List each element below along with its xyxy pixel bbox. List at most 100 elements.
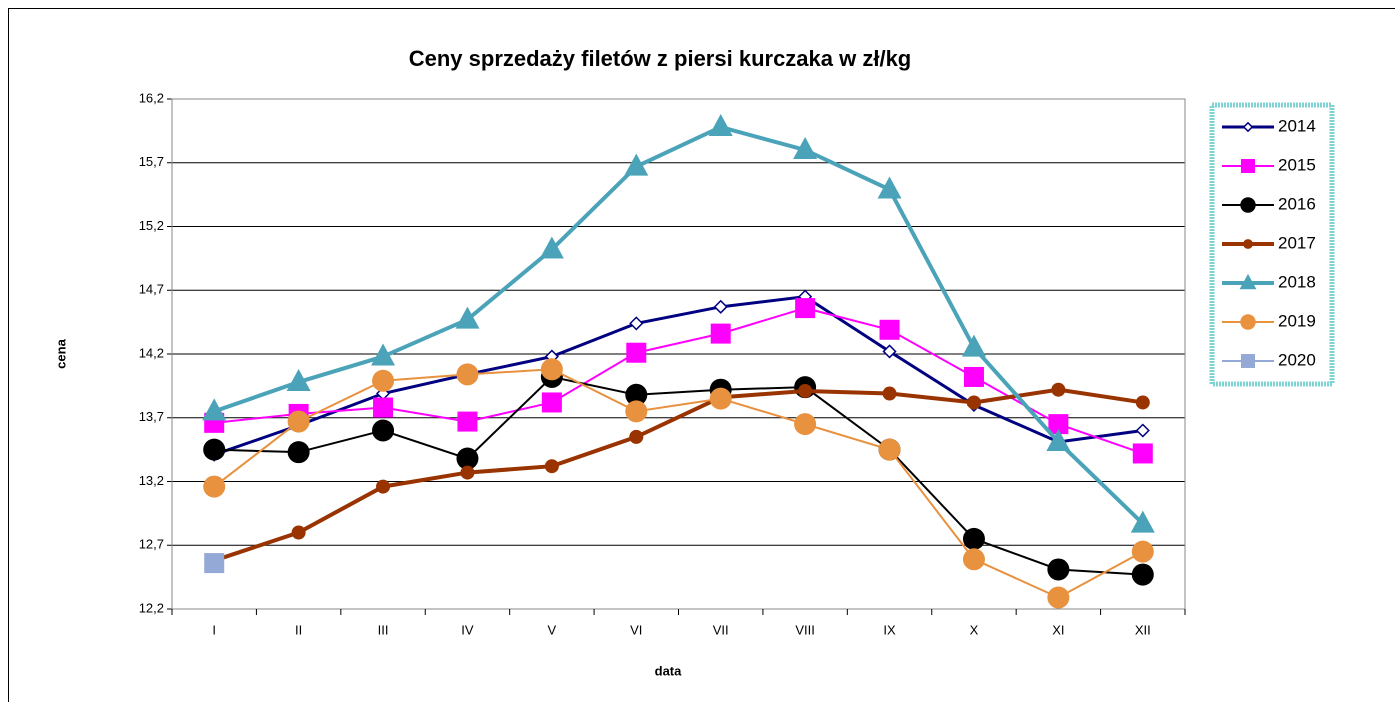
chart-title: Ceny sprzedaży filetów z piersi kurczaka… — [409, 46, 912, 71]
marker — [372, 419, 395, 442]
series-line — [213, 368, 1144, 599]
marker — [456, 363, 479, 386]
marker — [710, 323, 731, 344]
marker — [794, 413, 817, 436]
marker — [203, 475, 226, 498]
marker — [877, 176, 902, 199]
marker — [457, 411, 478, 432]
x-tick-label: XII — [1135, 622, 1151, 637]
marker — [372, 369, 395, 392]
marker — [456, 447, 479, 470]
marker — [962, 548, 985, 571]
chart-frame — [8, 8, 1395, 702]
marker — [544, 459, 559, 474]
x-tick-label: VII — [713, 622, 729, 637]
marker — [1135, 395, 1150, 410]
x-tick-label: I — [212, 622, 216, 637]
legend-label: 2020 — [1278, 350, 1316, 369]
marker — [1135, 423, 1150, 438]
marker — [713, 299, 728, 314]
marker — [291, 525, 306, 540]
marker — [203, 438, 226, 461]
marker — [966, 395, 981, 410]
y-tick-label: 12,7 — [139, 537, 164, 552]
marker — [625, 400, 648, 423]
marker — [1130, 510, 1155, 533]
legend-label: 2014 — [1278, 116, 1316, 135]
marker — [798, 383, 813, 398]
y-tick-label: 16,2 — [139, 90, 164, 105]
x-tick-label: VIII — [795, 622, 815, 637]
marker — [1242, 121, 1254, 133]
marker — [1048, 414, 1069, 435]
marker — [1241, 159, 1255, 173]
marker — [709, 387, 732, 410]
marker — [1240, 314, 1256, 330]
x-axis-label: data — [655, 663, 683, 678]
marker — [1051, 382, 1066, 397]
series-line — [213, 295, 1143, 457]
y-tick-label: 15,7 — [139, 154, 164, 169]
marker — [879, 319, 900, 340]
marker — [624, 153, 649, 176]
marker — [1047, 558, 1070, 581]
x-tick-label: VI — [630, 622, 642, 637]
marker — [460, 465, 475, 480]
y-tick-label: 14,7 — [139, 282, 164, 297]
marker — [287, 441, 310, 464]
x-tick-label: X — [970, 622, 979, 637]
marker — [540, 358, 563, 381]
marker — [625, 383, 648, 406]
marker — [629, 429, 644, 444]
legend-label: 2016 — [1278, 194, 1316, 213]
y-tick-label: 13,2 — [139, 473, 164, 488]
x-tick-label: V — [548, 622, 557, 637]
marker — [371, 343, 396, 366]
marker — [708, 114, 733, 137]
marker — [539, 236, 564, 259]
marker — [882, 386, 897, 401]
marker — [541, 392, 562, 413]
marker — [1241, 354, 1255, 368]
marker — [1131, 563, 1154, 586]
marker — [1243, 239, 1253, 249]
series-line — [214, 307, 1144, 455]
y-tick-label: 14,2 — [139, 345, 164, 360]
marker — [963, 366, 984, 387]
marker — [961, 334, 986, 357]
legend-label: 2018 — [1278, 272, 1316, 291]
legend-label: 2017 — [1278, 233, 1316, 252]
legend-label: 2015 — [1278, 155, 1316, 174]
marker — [1046, 428, 1071, 451]
marker — [629, 316, 644, 331]
marker — [286, 369, 311, 392]
marker — [962, 527, 985, 550]
marker — [204, 553, 225, 574]
marker — [376, 479, 391, 494]
x-tick-label: IX — [883, 622, 896, 637]
marker — [882, 344, 897, 359]
marker — [793, 137, 818, 159]
marker — [202, 398, 227, 421]
x-tick-label: II — [295, 622, 302, 637]
legend-label: 2019 — [1278, 311, 1316, 330]
series-line — [214, 375, 1143, 576]
y-tick-label: 12,2 — [139, 600, 164, 615]
x-tick-label: III — [378, 622, 389, 637]
marker — [1240, 197, 1256, 213]
marker — [455, 306, 480, 329]
y-tick-label: 15,2 — [139, 218, 164, 233]
marker — [1131, 540, 1154, 563]
marker — [287, 410, 310, 433]
marker — [626, 342, 647, 363]
y-axis-label: cena — [53, 338, 68, 368]
marker — [1132, 443, 1153, 464]
marker — [795, 298, 816, 319]
series-line — [213, 124, 1145, 526]
marker — [1239, 273, 1257, 290]
series-line — [213, 387, 1144, 563]
marker — [878, 438, 901, 461]
x-tick-label: IV — [461, 622, 474, 637]
marker — [373, 397, 394, 418]
